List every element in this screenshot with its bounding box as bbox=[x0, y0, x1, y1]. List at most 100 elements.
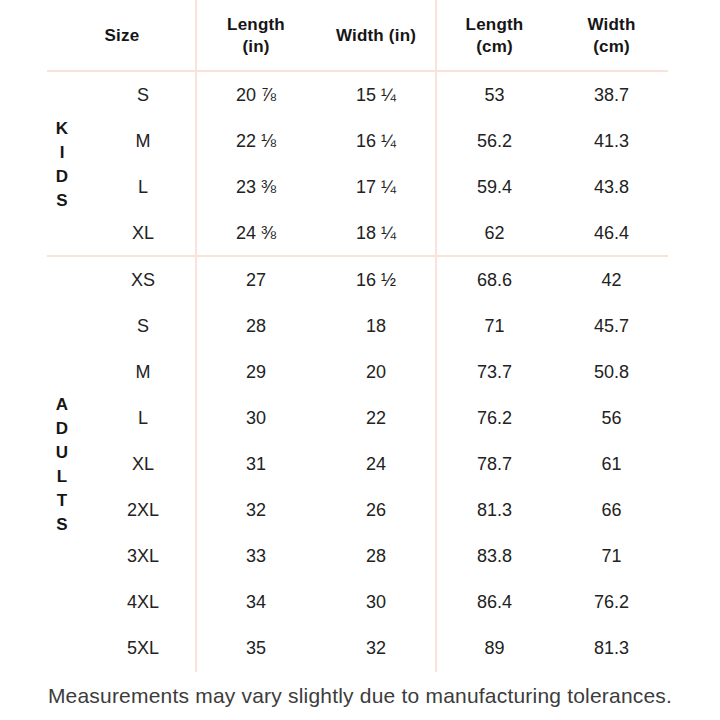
cell-width-cm: 76.2 bbox=[553, 592, 670, 613]
cell-width-in: 26 bbox=[316, 500, 436, 521]
cell-length-in: 31 bbox=[196, 454, 316, 475]
section-kids: K I D S S 20 ⅞ 15 ¼ 53 38.7 M 22 ⅛ 16 ¼ … bbox=[0, 72, 720, 257]
table-row: M 22 ⅛ 16 ¼ 56.2 41.3 bbox=[90, 118, 720, 164]
group-label-letter: I bbox=[60, 141, 65, 165]
cell-width-cm: 38.7 bbox=[553, 85, 670, 106]
cell-size: 3XL bbox=[90, 546, 196, 567]
cell-length-cm: 56.2 bbox=[436, 131, 553, 152]
cell-length-cm: 71 bbox=[436, 316, 553, 337]
header-length-cm-line1: Length bbox=[466, 14, 524, 36]
cell-length-in: 35 bbox=[196, 638, 316, 659]
cell-length-in: 22 ⅛ bbox=[196, 131, 316, 152]
cell-width-cm: 45.7 bbox=[553, 316, 670, 337]
cell-width-in: 28 bbox=[316, 546, 436, 567]
cell-length-in: 29 bbox=[196, 362, 316, 383]
group-label-letter: S bbox=[56, 513, 67, 537]
group-label-letter: U bbox=[56, 441, 68, 465]
group-label-adults: A D U L T S bbox=[0, 257, 90, 672]
cell-width-in: 16 ¼ bbox=[316, 131, 436, 152]
cell-length-cm: 76.2 bbox=[436, 408, 553, 429]
table-row: 3XL 33 28 83.8 71 bbox=[90, 534, 720, 580]
cell-width-cm: 50.8 bbox=[553, 362, 670, 383]
header-size-label: Size bbox=[105, 25, 140, 47]
cell-length-cm: 81.3 bbox=[436, 500, 553, 521]
header-width-cm-line1: Width bbox=[587, 14, 635, 36]
table-row: 4XL 34 30 86.4 76.2 bbox=[90, 580, 720, 626]
cell-size: 5XL bbox=[90, 638, 196, 659]
cell-width-cm: 61 bbox=[553, 454, 670, 475]
cell-width-in: 17 ¼ bbox=[316, 177, 436, 198]
header-width-cm-line2: (cm) bbox=[593, 36, 630, 58]
cell-width-cm: 41.3 bbox=[553, 131, 670, 152]
cell-width-in: 30 bbox=[316, 592, 436, 613]
group-label-letter: A bbox=[56, 393, 68, 417]
cell-length-in: 20 ⅞ bbox=[196, 85, 316, 106]
group-label-letter: D bbox=[56, 417, 68, 441]
header-length-in: Length (in) bbox=[196, 0, 316, 72]
header-width-in: Width (in) bbox=[316, 0, 436, 72]
header-length-cm: Length (cm) bbox=[436, 0, 553, 72]
cell-width-cm: 42 bbox=[553, 270, 670, 291]
table-row: 5XL 35 32 89 81.3 bbox=[90, 626, 720, 672]
table-row: 2XL 32 26 81.3 66 bbox=[90, 488, 720, 534]
header-length-in-line2: (in) bbox=[242, 36, 269, 58]
table-row: S 28 18 71 45.7 bbox=[90, 303, 720, 349]
cell-width-in: 24 bbox=[316, 454, 436, 475]
table-row: L 23 ⅜ 17 ¼ 59.4 43.8 bbox=[90, 165, 720, 211]
cell-size: S bbox=[90, 316, 196, 337]
cell-size: M bbox=[90, 131, 196, 152]
group-label-letter: L bbox=[57, 465, 67, 489]
header-length-cm-line2: (cm) bbox=[476, 36, 513, 58]
cell-width-cm: 66 bbox=[553, 500, 670, 521]
cell-length-in: 33 bbox=[196, 546, 316, 567]
table-row: XS 27 16 ½ 68.6 42 bbox=[90, 257, 720, 303]
cell-width-in: 16 ½ bbox=[316, 270, 436, 291]
cell-length-cm: 83.8 bbox=[436, 546, 553, 567]
table-row: S 20 ⅞ 15 ¼ 53 38.7 bbox=[90, 72, 720, 118]
cell-length-in: 34 bbox=[196, 592, 316, 613]
cell-length-in: 27 bbox=[196, 270, 316, 291]
cell-width-in: 18 bbox=[316, 316, 436, 337]
cell-size: 2XL bbox=[90, 500, 196, 521]
adults-rows: XS 27 16 ½ 68.6 42 S 28 18 71 45.7 M 29 … bbox=[90, 257, 720, 672]
cell-size: L bbox=[90, 177, 196, 198]
cell-width-cm: 71 bbox=[553, 546, 670, 567]
size-chart: Size Length (in) Width (in) Length (cm) … bbox=[0, 0, 720, 720]
group-label-letter: T bbox=[57, 489, 67, 513]
cell-size: XL bbox=[90, 223, 196, 244]
cell-length-cm: 68.6 bbox=[436, 270, 553, 291]
cell-size: 4XL bbox=[90, 592, 196, 613]
cell-length-cm: 86.4 bbox=[436, 592, 553, 613]
cell-size: M bbox=[90, 362, 196, 383]
cell-length-in: 30 bbox=[196, 408, 316, 429]
cell-width-in: 15 ¼ bbox=[316, 85, 436, 106]
cell-length-in: 24 ⅜ bbox=[196, 223, 316, 244]
table-header-row: Size Length (in) Width (in) Length (cm) … bbox=[0, 0, 720, 72]
header-length-in-line1: Length bbox=[227, 14, 285, 36]
kids-rows: S 20 ⅞ 15 ¼ 53 38.7 M 22 ⅛ 16 ¼ 56.2 41.… bbox=[90, 72, 720, 257]
cell-size: S bbox=[90, 85, 196, 106]
cell-length-in: 32 bbox=[196, 500, 316, 521]
cell-size: XL bbox=[90, 454, 196, 475]
cell-width-cm: 43.8 bbox=[553, 177, 670, 198]
header-width-cm: Width (cm) bbox=[553, 0, 670, 72]
cell-length-cm: 53 bbox=[436, 85, 553, 106]
group-label-letter: S bbox=[56, 189, 67, 213]
group-label-kids: K I D S bbox=[0, 72, 90, 257]
cell-length-cm: 62 bbox=[436, 223, 553, 244]
cell-width-in: 18 ¼ bbox=[316, 223, 436, 244]
group-label-letter: D bbox=[56, 165, 68, 189]
table-row: M 29 20 73.7 50.8 bbox=[90, 349, 720, 395]
cell-width-cm: 56 bbox=[553, 408, 670, 429]
table-row: XL 24 ⅜ 18 ¼ 62 46.4 bbox=[90, 211, 720, 257]
cell-size: XS bbox=[90, 270, 196, 291]
section-adults: A D U L T S XS 27 16 ½ 68.6 42 S 28 18 7… bbox=[0, 257, 720, 672]
cell-length-cm: 73.7 bbox=[436, 362, 553, 383]
cell-width-cm: 46.4 bbox=[553, 223, 670, 244]
cell-size: L bbox=[90, 408, 196, 429]
cell-length-in: 28 bbox=[196, 316, 316, 337]
cell-length-cm: 89 bbox=[436, 638, 553, 659]
table-row: XL 31 24 78.7 61 bbox=[90, 441, 720, 487]
cell-width-in: 20 bbox=[316, 362, 436, 383]
cell-width-in: 32 bbox=[316, 638, 436, 659]
